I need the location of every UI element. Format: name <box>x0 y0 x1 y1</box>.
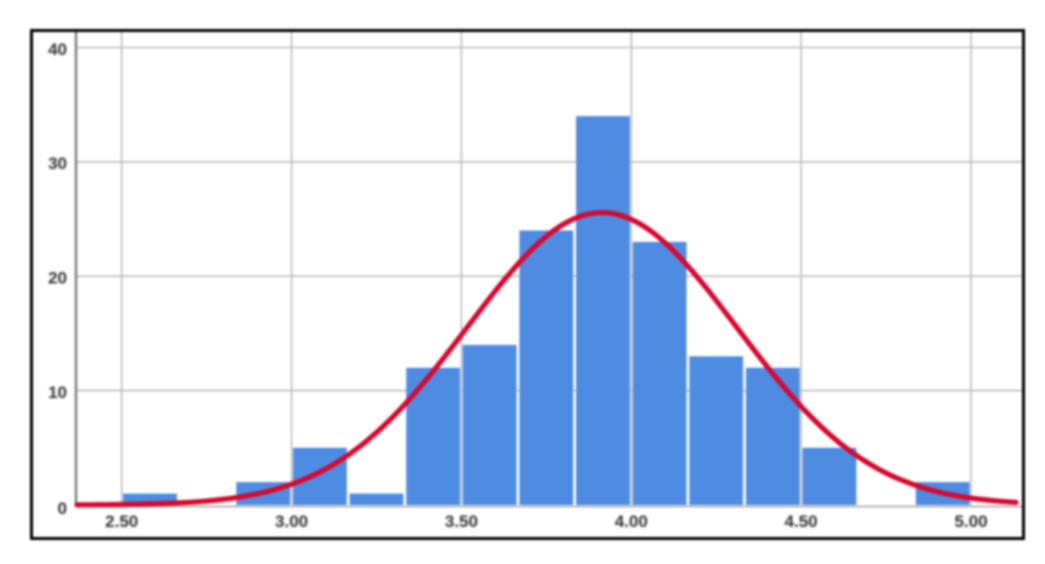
svg-text:4.50: 4.50 <box>785 512 818 531</box>
svg-text:20: 20 <box>48 269 67 288</box>
svg-text:3.00: 3.00 <box>275 512 308 531</box>
svg-text:10: 10 <box>48 383 67 402</box>
svg-text:0: 0 <box>58 499 67 518</box>
svg-text:3.50: 3.50 <box>445 512 478 531</box>
svg-text:40: 40 <box>48 40 67 59</box>
svg-text:4.00: 4.00 <box>615 512 648 531</box>
svg-text:2.50: 2.50 <box>105 512 138 531</box>
svg-text:30: 30 <box>48 154 67 173</box>
svg-text:5.00: 5.00 <box>954 512 987 531</box>
